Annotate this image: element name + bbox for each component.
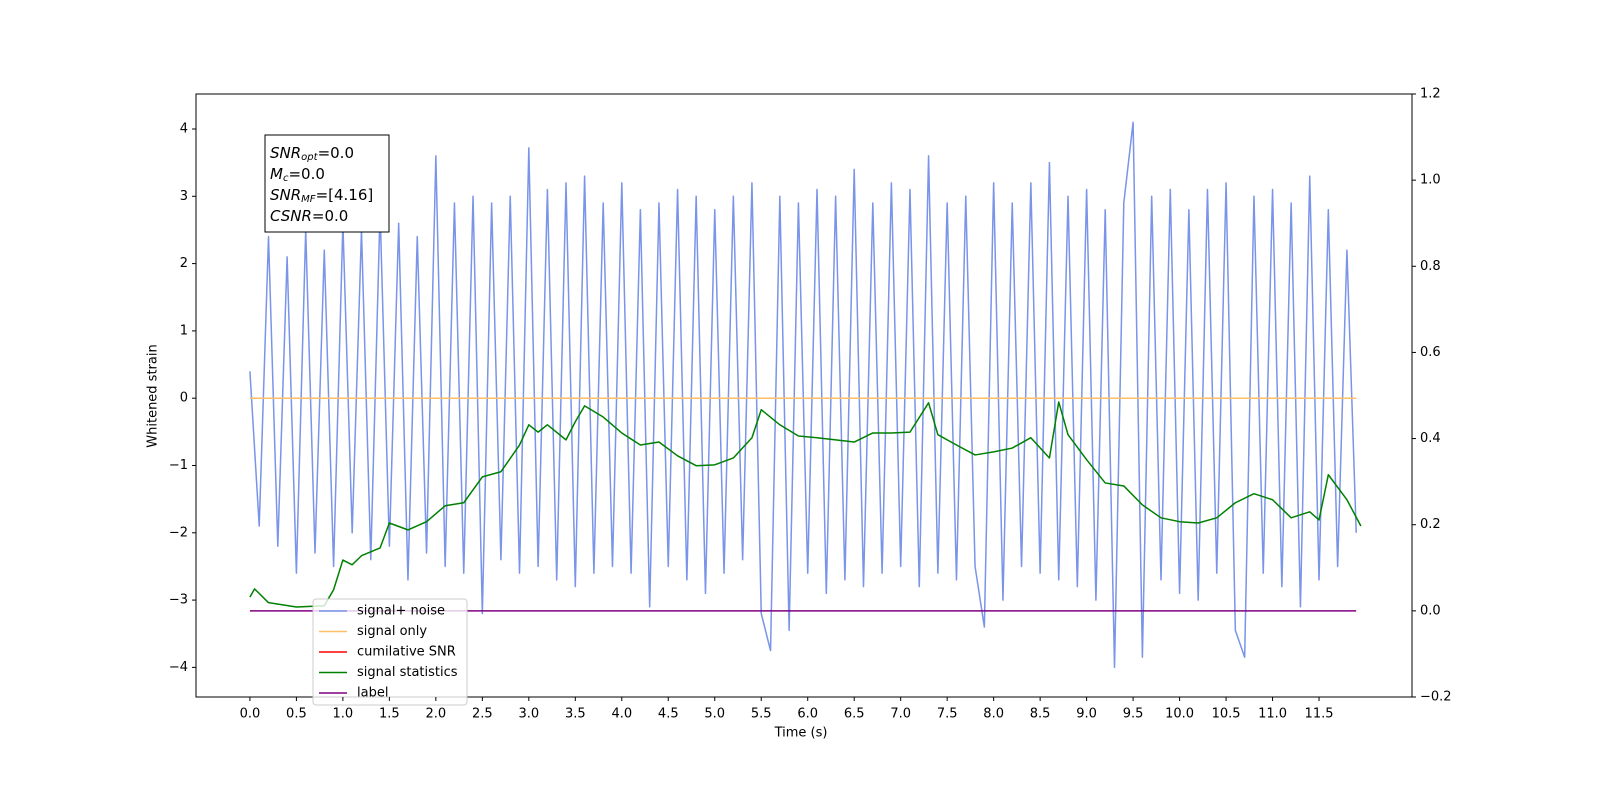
y2-tick-label: 0.6: [1420, 345, 1441, 360]
legend: signal+ noise signal only cumilative SNR si…: [312, 598, 468, 706]
y-tick-label: −4: [169, 660, 188, 675]
legend-label: signal+ noise: [357, 604, 445, 619]
x-tick-label: 6.0: [797, 707, 818, 722]
annotation-symbol: SNR: [270, 186, 301, 204]
annotation-line: SNRopt=0.0: [270, 144, 354, 164]
x-axis-label: Time (s): [774, 726, 828, 741]
y2-tick-label: 0.0: [1420, 603, 1441, 618]
annotation-subscript: MF: [301, 194, 316, 205]
y-axis-label: Whitened strain: [146, 344, 161, 447]
x-tick-label: 11.0: [1258, 707, 1287, 722]
x-tick-label: 9.0: [1076, 707, 1097, 722]
x-tick-label: 5.0: [704, 707, 725, 722]
y-tick-label: −1: [169, 458, 188, 473]
x-tick-label: 8.0: [983, 707, 1004, 722]
x-tick-label: 3.0: [518, 707, 539, 722]
annotation-line: Mc=0.0: [270, 165, 325, 185]
x-tick-label: 3.5: [565, 707, 586, 722]
y-tick-label: 1: [180, 323, 188, 338]
x-tick-label: 10.5: [1212, 707, 1241, 722]
legend-label: signal statistics: [357, 665, 458, 680]
y2-tick-label: −0.2: [1420, 690, 1452, 705]
series-line: [249, 121, 1357, 669]
series-line: [249, 401, 1362, 608]
y-tick-label: 0: [180, 391, 188, 406]
x-tick-label: 11.5: [1305, 707, 1334, 722]
x-tick-label: 0.5: [286, 707, 307, 722]
x-tick-label: 4.0: [611, 707, 632, 722]
x-tick-label: 6.5: [844, 707, 865, 722]
x-tick-label: 2.5: [472, 707, 493, 722]
x-tick-label: 1.0: [333, 707, 354, 722]
legend-label: label: [357, 686, 388, 701]
legend-label: signal only: [357, 624, 427, 639]
annotation-symbol: M: [270, 165, 283, 183]
axes-frame: [195, 93, 1413, 698]
plot-area: [249, 121, 1362, 669]
y-tick-label: 3: [180, 189, 188, 204]
legend-label: cumilative SNR: [357, 645, 456, 660]
x-tick-label: 8.5: [1030, 707, 1051, 722]
annotation-line: CSNR=0.0: [270, 207, 348, 225]
annotation-value: =0.0: [318, 144, 354, 162]
annotation-value: =[4.16]: [316, 186, 374, 204]
x-tick-label: 4.5: [658, 707, 679, 722]
annotation-subscript: c: [283, 173, 289, 184]
y2-tick-label: 0.8: [1420, 259, 1441, 274]
annotation-symbol: SNR: [270, 144, 301, 162]
annotation-subscript: opt: [301, 152, 318, 163]
x-tick-label: 10.0: [1165, 707, 1194, 722]
y2-tick-label: 1.2: [1420, 87, 1441, 102]
x-tick-label: 2.0: [426, 707, 447, 722]
x-tick-label: 7.0: [890, 707, 911, 722]
y2-tick-label: 1.0: [1420, 173, 1441, 188]
annotation-symbol: CSNR: [270, 207, 312, 225]
x-tick-label: 9.5: [1123, 707, 1144, 722]
y2-tick-label: 0.2: [1420, 517, 1441, 532]
x-tick-label: 7.5: [937, 707, 958, 722]
y2-tick-label: 0.4: [1420, 431, 1441, 446]
x-tick-label: 5.5: [751, 707, 772, 722]
annotation-value: =0.0: [312, 207, 348, 225]
y-tick-label: −3: [169, 593, 188, 608]
annotation-frame: [264, 134, 390, 233]
x-tick-label: 0.0: [240, 707, 261, 722]
y-tick-label: 4: [180, 121, 188, 136]
legend-frame: [312, 598, 468, 706]
x-tick-label: 1.5: [379, 707, 400, 722]
annotation-value: =0.0: [288, 165, 324, 183]
y-tick-label: −2: [169, 525, 188, 540]
y-tick-label: 2: [180, 256, 188, 271]
annotation-line: SNRMF=[4.16]: [270, 186, 373, 206]
